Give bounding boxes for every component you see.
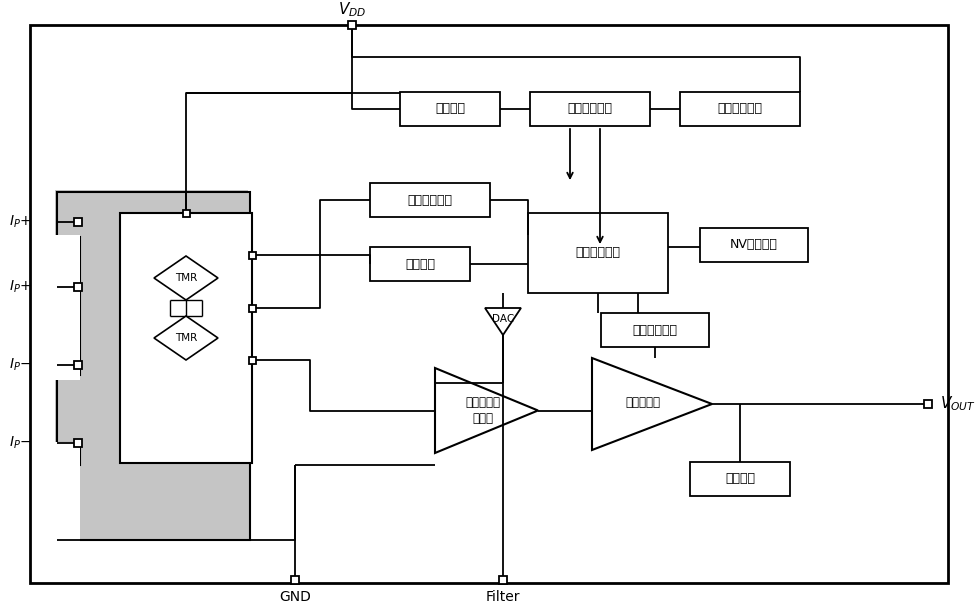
Bar	[680, 92, 800, 126]
Bar	[55, 442, 80, 542]
Text: 检测报警: 检测报警	[405, 258, 435, 271]
Polygon shape	[485, 308, 521, 335]
Bar	[55, 235, 80, 380]
Text: 数字信号处理: 数字信号处理	[575, 247, 620, 259]
Text: $I_P$−: $I_P$−	[9, 357, 31, 373]
Bar	[601, 313, 709, 347]
Bar	[400, 92, 500, 126]
Text: 可编程运算: 可编程运算	[466, 397, 501, 409]
Bar	[218, 225, 248, 240]
Bar	[74, 439, 82, 447]
Bar	[182, 209, 189, 217]
Bar	[370, 247, 470, 281]
Text: 钳位保护: 钳位保护	[725, 472, 755, 485]
Bar	[249, 305, 256, 312]
Bar	[291, 576, 299, 584]
Bar	[120, 213, 252, 463]
Polygon shape	[435, 368, 538, 453]
Bar	[249, 252, 256, 258]
Text: 放大器: 放大器	[472, 411, 494, 425]
Text: 缓冲放大器: 缓冲放大器	[625, 395, 661, 408]
Bar	[348, 21, 356, 29]
Text: NV存储单元: NV存储单元	[730, 239, 778, 252]
Polygon shape	[55, 190, 248, 540]
Text: GND: GND	[279, 590, 311, 604]
Text: 温度检测电路: 温度检测电路	[408, 193, 453, 206]
Text: $I_P$+: $I_P$+	[9, 214, 31, 230]
Text: 参考电压电路: 参考电压电路	[717, 102, 762, 116]
Text: $I_P$+: $I_P$+	[9, 279, 31, 295]
Text: $I_P$−: $I_P$−	[9, 435, 31, 451]
Polygon shape	[57, 192, 250, 540]
Bar	[74, 283, 82, 291]
Bar	[700, 228, 808, 262]
Text: TMR: TMR	[174, 273, 197, 283]
Bar	[499, 576, 507, 584]
Text: DAC: DAC	[492, 314, 514, 324]
Text: 电源管理单元: 电源管理单元	[567, 102, 612, 116]
Text: 驱动电路: 驱动电路	[435, 102, 465, 116]
Bar	[370, 183, 490, 217]
Text: TMR: TMR	[174, 333, 197, 343]
Text: Filter: Filter	[486, 590, 520, 604]
Polygon shape	[154, 256, 218, 300]
Bar	[528, 213, 668, 293]
Text: 数字接口电路: 数字接口电路	[632, 324, 677, 337]
Bar	[530, 92, 650, 126]
Bar	[74, 218, 82, 226]
Bar	[74, 361, 82, 369]
Text: $V_{OUT}$: $V_{OUT}$	[940, 395, 976, 413]
Polygon shape	[592, 358, 712, 450]
Bar	[924, 400, 932, 408]
Bar	[249, 357, 256, 364]
Polygon shape	[154, 316, 218, 360]
Text: $V_{DD}$: $V_{DD}$	[338, 1, 367, 20]
Bar	[690, 462, 790, 496]
